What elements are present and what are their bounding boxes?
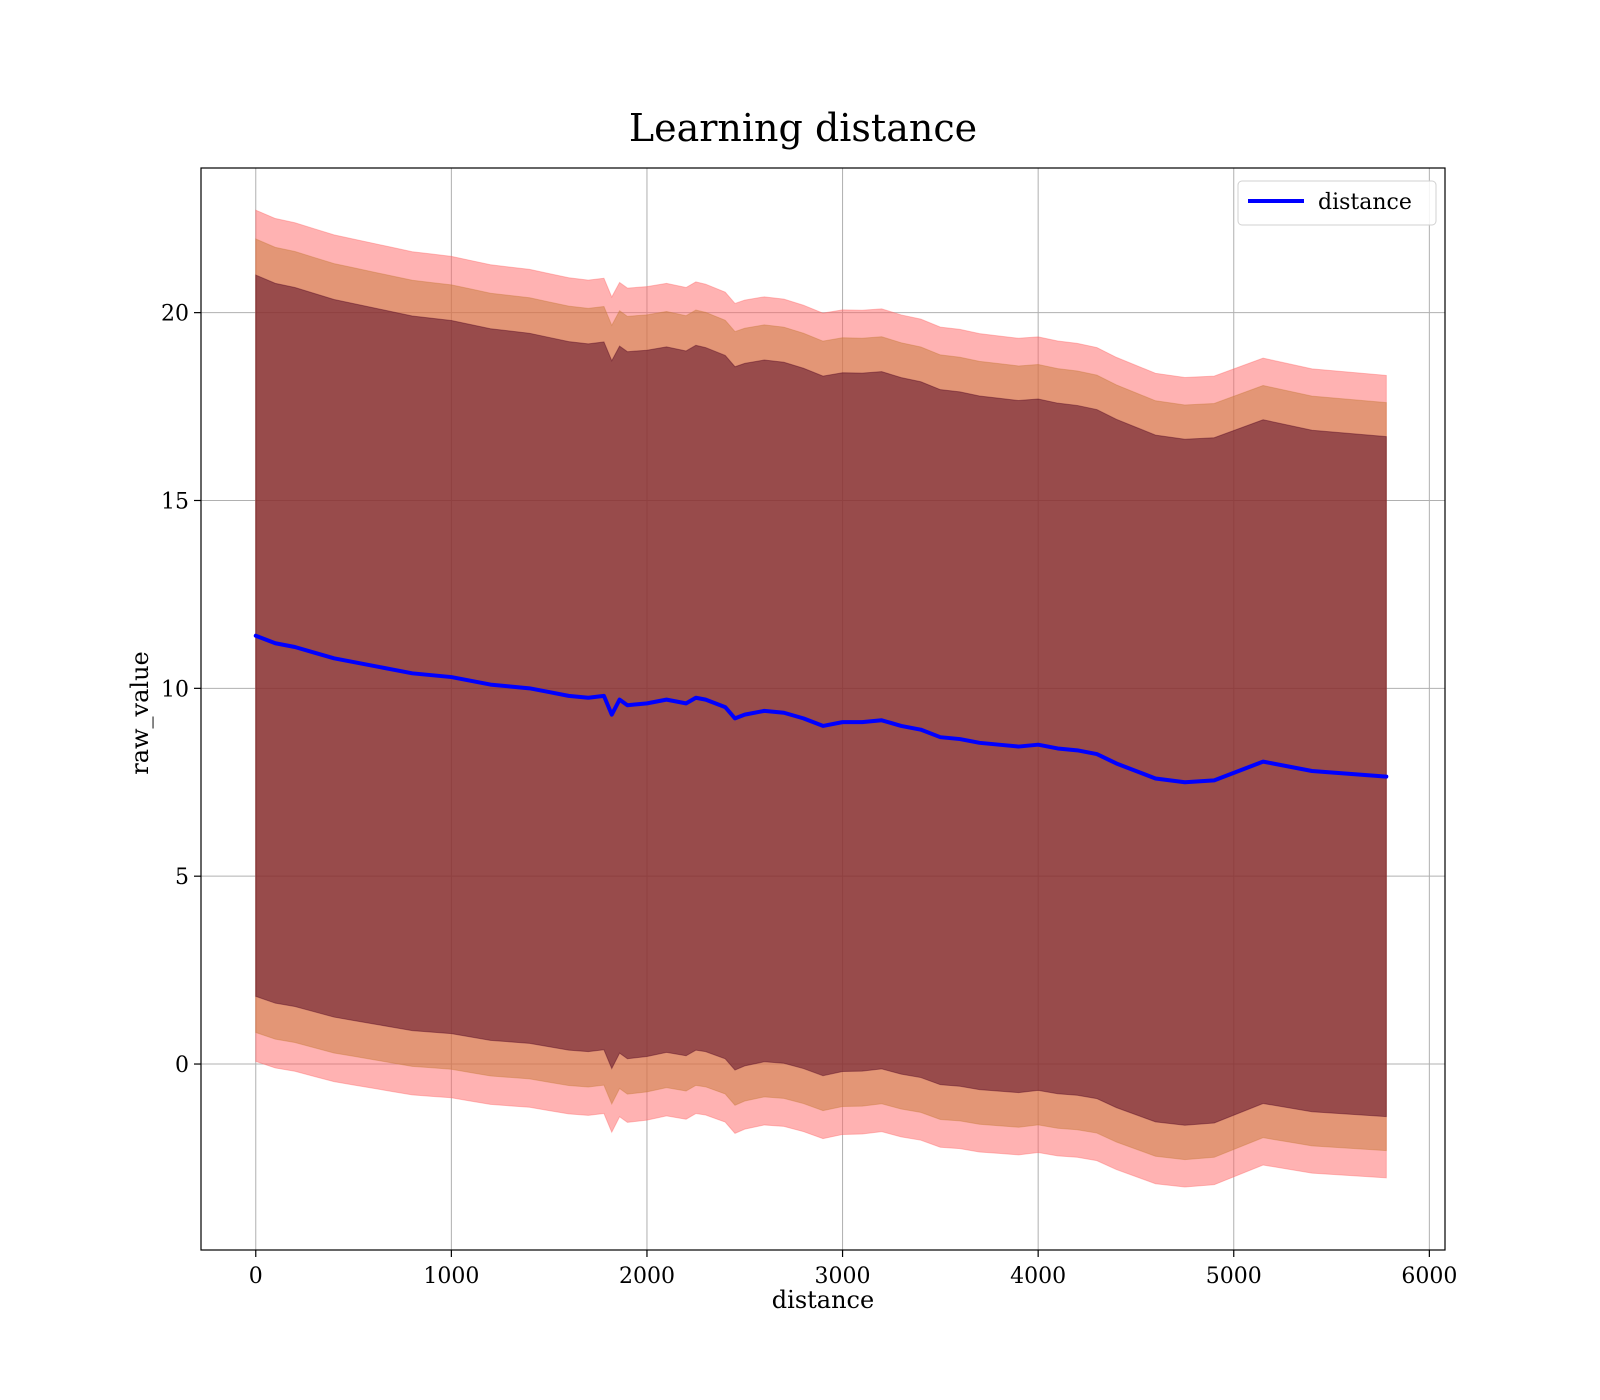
x-axis-label: distance — [772, 1286, 874, 1314]
legend-label-distance: distance — [1318, 190, 1412, 215]
y-tick-label: 20 — [161, 302, 189, 327]
x-tick-label: 3000 — [815, 1264, 871, 1289]
y-tick-label: 15 — [161, 489, 189, 514]
legend-box — [1237, 180, 1437, 226]
plot-frame — [200, 167, 1446, 1251]
y-axis-ticks: 0 5 10 15 20 — [161, 302, 201, 1078]
x-tick-label: 0 — [249, 1264, 263, 1289]
x-axis-ticks: 0 1000 2000 3000 4000 5000 6000 — [249, 1250, 1457, 1289]
x-tick-label: 6000 — [1401, 1264, 1457, 1289]
series-line-distance — [253, 633, 1389, 785]
legend: distance — [1237, 180, 1437, 226]
y-tick-label: 0 — [175, 1053, 189, 1078]
chart-title: Learning distance — [629, 106, 977, 150]
x-tick-label: 4000 — [1010, 1264, 1066, 1289]
y-tick-label: 5 — [175, 865, 189, 890]
y-axis-label: raw_value — [126, 651, 154, 775]
x-tick-label: 2000 — [619, 1264, 675, 1289]
x-tick-label: 1000 — [423, 1264, 479, 1289]
x-tick-label: 5000 — [1206, 1264, 1262, 1289]
series-lines — [253, 633, 1389, 785]
confidence-band — [255, 274, 1387, 1126]
y-tick-label: 10 — [161, 677, 189, 702]
confidence-bands — [255, 209, 1387, 1188]
